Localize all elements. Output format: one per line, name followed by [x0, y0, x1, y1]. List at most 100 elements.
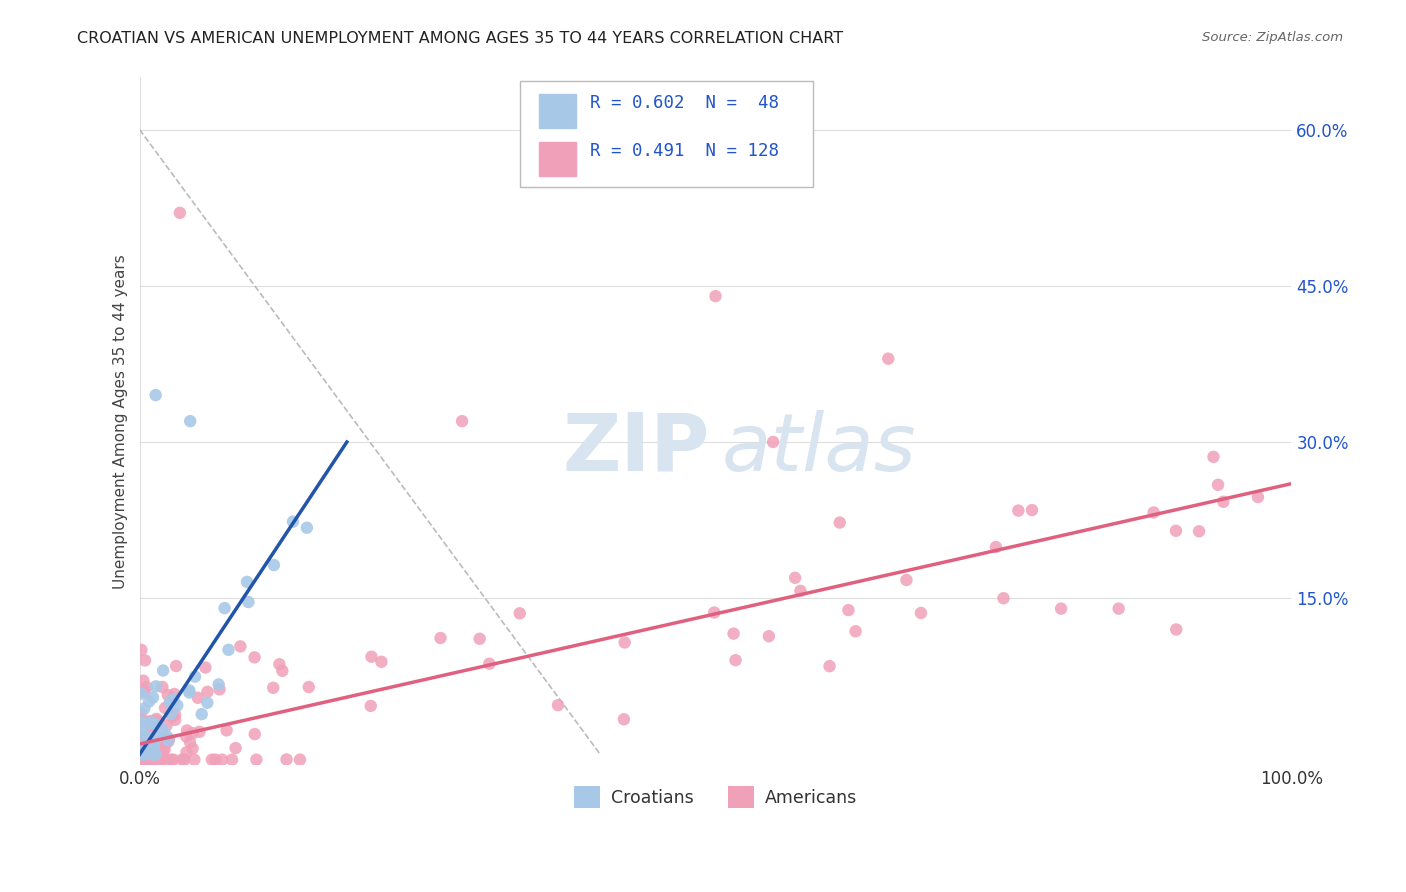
Point	[1050, 601, 1073, 615]
Point	[152, 664, 174, 678]
Point	[1164, 524, 1187, 538]
Point	[157, 731, 180, 746]
Point	[724, 653, 747, 667]
Point	[134, 742, 156, 756]
Point	[165, 659, 187, 673]
Point	[1188, 524, 1211, 539]
Point	[156, 688, 179, 702]
Point	[215, 723, 238, 738]
Point	[271, 664, 294, 678]
Point	[142, 740, 165, 755]
Point	[129, 743, 152, 757]
Point	[142, 716, 165, 731]
Point	[509, 607, 531, 621]
Point	[229, 640, 252, 654]
Point	[142, 690, 165, 705]
Point	[184, 670, 207, 684]
Point	[370, 655, 392, 669]
Point	[155, 718, 177, 732]
Point	[129, 739, 152, 753]
Point	[165, 713, 187, 727]
Point	[139, 718, 162, 732]
Y-axis label: Unemployment Among Ages 35 to 44 years: Unemployment Among Ages 35 to 44 years	[114, 254, 128, 589]
Point	[143, 740, 166, 755]
Point	[429, 631, 451, 645]
Point	[165, 707, 187, 722]
Point	[214, 601, 236, 615]
Point	[181, 726, 204, 740]
Point	[173, 753, 195, 767]
Point	[197, 685, 219, 699]
Point	[993, 591, 1015, 606]
Point	[142, 753, 165, 767]
Point	[131, 753, 153, 767]
Point	[131, 747, 153, 762]
Point	[179, 685, 201, 699]
Point	[295, 521, 318, 535]
Point	[263, 558, 285, 572]
Point	[139, 753, 162, 767]
Point	[139, 753, 162, 767]
Point	[149, 749, 172, 764]
Point	[1206, 477, 1229, 491]
Point	[129, 714, 152, 729]
Point	[194, 660, 217, 674]
Point	[136, 717, 159, 731]
Point	[149, 753, 172, 767]
Point	[762, 434, 785, 449]
Point	[149, 734, 172, 748]
Point	[139, 725, 162, 739]
Point	[1108, 601, 1130, 615]
Point	[142, 734, 165, 748]
Point	[157, 734, 180, 748]
Point	[129, 728, 152, 742]
Point	[138, 731, 160, 745]
Point	[134, 684, 156, 698]
Point	[129, 723, 152, 738]
Point	[148, 730, 170, 744]
Point	[269, 657, 291, 672]
Point	[360, 649, 382, 664]
Point	[1202, 450, 1225, 464]
Point	[160, 706, 183, 721]
Point	[181, 741, 204, 756]
Point	[163, 687, 186, 701]
Point	[1143, 506, 1166, 520]
Point	[613, 635, 636, 649]
Point	[360, 698, 382, 713]
Point	[145, 388, 167, 402]
Text: Source: ZipAtlas.com: Source: ZipAtlas.com	[1202, 31, 1343, 45]
Point	[146, 753, 169, 767]
Legend: Croatians, Americans: Croatians, Americans	[567, 780, 863, 814]
Point	[129, 753, 152, 767]
Point	[174, 729, 197, 743]
Point	[195, 696, 218, 710]
Point	[138, 731, 160, 745]
Point	[139, 714, 162, 728]
Point	[129, 706, 152, 720]
Point	[238, 595, 260, 609]
Point	[135, 740, 157, 755]
Point	[145, 749, 167, 764]
Point	[176, 723, 198, 738]
Point	[134, 653, 156, 667]
Text: CROATIAN VS AMERICAN UNEMPLOYMENT AMONG AGES 35 TO 44 YEARS CORRELATION CHART: CROATIAN VS AMERICAN UNEMPLOYMENT AMONG …	[77, 31, 844, 46]
Text: R = 0.491  N = 128: R = 0.491 N = 128	[591, 142, 779, 160]
Point	[146, 714, 169, 728]
Point	[134, 753, 156, 767]
Text: atlas: atlas	[721, 409, 915, 488]
Point	[1247, 490, 1270, 504]
Point	[984, 540, 1007, 554]
Point	[547, 698, 569, 713]
Point	[131, 643, 153, 657]
Bar	[540, 142, 576, 176]
Point	[1021, 503, 1043, 517]
Point	[478, 657, 501, 671]
Point	[150, 753, 173, 767]
Point	[896, 573, 918, 587]
Point	[145, 712, 167, 726]
Point	[156, 753, 179, 767]
Point	[758, 629, 780, 643]
Point	[135, 741, 157, 756]
Point	[704, 289, 727, 303]
